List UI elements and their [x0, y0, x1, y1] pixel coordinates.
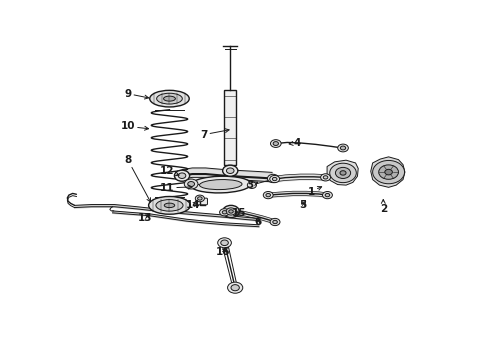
Circle shape — [197, 197, 202, 200]
Text: 12: 12 — [160, 166, 179, 176]
Circle shape — [330, 163, 356, 183]
Circle shape — [222, 211, 227, 214]
Circle shape — [273, 220, 277, 224]
Polygon shape — [327, 160, 358, 185]
Ellipse shape — [191, 176, 251, 193]
Circle shape — [270, 175, 280, 183]
Circle shape — [178, 173, 186, 179]
Circle shape — [385, 169, 392, 175]
Circle shape — [231, 285, 239, 291]
Text: 3: 3 — [247, 180, 258, 190]
Circle shape — [270, 140, 281, 148]
Text: 4: 4 — [289, 138, 300, 148]
Circle shape — [196, 195, 204, 202]
Circle shape — [188, 181, 195, 186]
Circle shape — [323, 176, 328, 179]
Circle shape — [322, 192, 332, 199]
Circle shape — [184, 179, 198, 189]
Circle shape — [320, 174, 330, 181]
Circle shape — [174, 170, 190, 181]
Ellipse shape — [157, 93, 182, 104]
Ellipse shape — [164, 203, 175, 208]
Circle shape — [226, 168, 234, 174]
Text: 10: 10 — [121, 121, 148, 131]
Text: 9: 9 — [124, 89, 148, 99]
Text: 8: 8 — [124, 155, 150, 202]
Ellipse shape — [150, 90, 189, 107]
Text: 16: 16 — [216, 247, 230, 257]
Circle shape — [247, 182, 256, 188]
Circle shape — [229, 210, 233, 213]
FancyBboxPatch shape — [224, 90, 236, 165]
Polygon shape — [371, 157, 405, 187]
FancyBboxPatch shape — [197, 198, 207, 205]
Text: 15: 15 — [232, 208, 246, 218]
Text: 1: 1 — [308, 186, 321, 197]
Text: 6: 6 — [254, 217, 262, 227]
Circle shape — [227, 282, 243, 293]
Circle shape — [263, 192, 273, 199]
Circle shape — [341, 146, 345, 150]
Text: 13: 13 — [138, 213, 153, 224]
Circle shape — [222, 165, 238, 176]
Text: 7: 7 — [200, 129, 229, 140]
Text: 2: 2 — [380, 199, 387, 214]
Circle shape — [336, 167, 351, 179]
Circle shape — [220, 209, 229, 216]
Text: 14: 14 — [186, 199, 201, 210]
Circle shape — [220, 240, 228, 246]
Circle shape — [270, 219, 280, 226]
Circle shape — [266, 193, 270, 197]
Circle shape — [218, 238, 231, 248]
Ellipse shape — [164, 96, 175, 101]
Circle shape — [226, 208, 236, 215]
Circle shape — [340, 171, 346, 175]
Circle shape — [222, 205, 239, 217]
Text: 5: 5 — [299, 201, 306, 210]
Text: 11: 11 — [160, 183, 192, 193]
Circle shape — [272, 177, 277, 181]
Circle shape — [338, 144, 348, 152]
Ellipse shape — [156, 199, 183, 211]
Circle shape — [379, 165, 398, 179]
Circle shape — [273, 141, 278, 145]
Circle shape — [372, 161, 405, 184]
Ellipse shape — [199, 180, 242, 190]
Circle shape — [325, 193, 330, 197]
Circle shape — [268, 174, 279, 183]
Ellipse shape — [148, 197, 190, 214]
